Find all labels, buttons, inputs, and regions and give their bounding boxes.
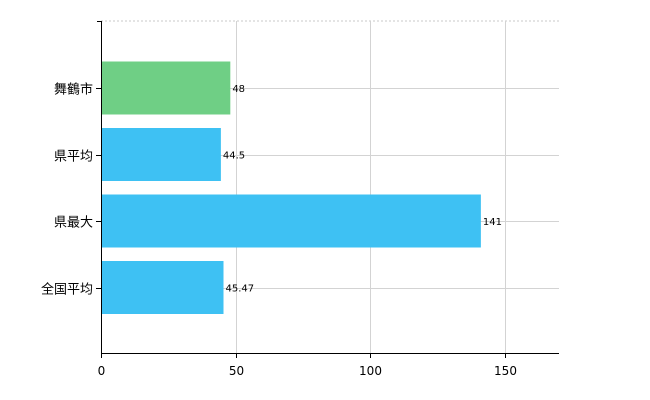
data-label-3: 45.47: [226, 284, 255, 295]
category-label-1: 県平均: [54, 150, 93, 165]
bar-0: [101, 61, 231, 115]
x-tick-label-100: 100: [359, 364, 382, 378]
bar-3: [101, 261, 224, 314]
category-label-0: 舞鶴市: [54, 82, 93, 98]
bars: [101, 61, 481, 314]
category-label-3: 全国平均: [41, 282, 93, 298]
x-tick-label-50: 50: [229, 364, 244, 378]
x-tick-label-0: 0: [98, 364, 106, 378]
bar-2: [101, 194, 481, 248]
data-label-0: 48: [232, 84, 245, 95]
data-label-1: 44.5: [223, 151, 245, 162]
x-tick-label-150: 150: [494, 364, 517, 378]
data-label-2: 141: [483, 217, 502, 228]
category-label-2: 県最大: [54, 216, 93, 231]
bar-1: [101, 128, 221, 181]
axes: [96, 21, 559, 358]
